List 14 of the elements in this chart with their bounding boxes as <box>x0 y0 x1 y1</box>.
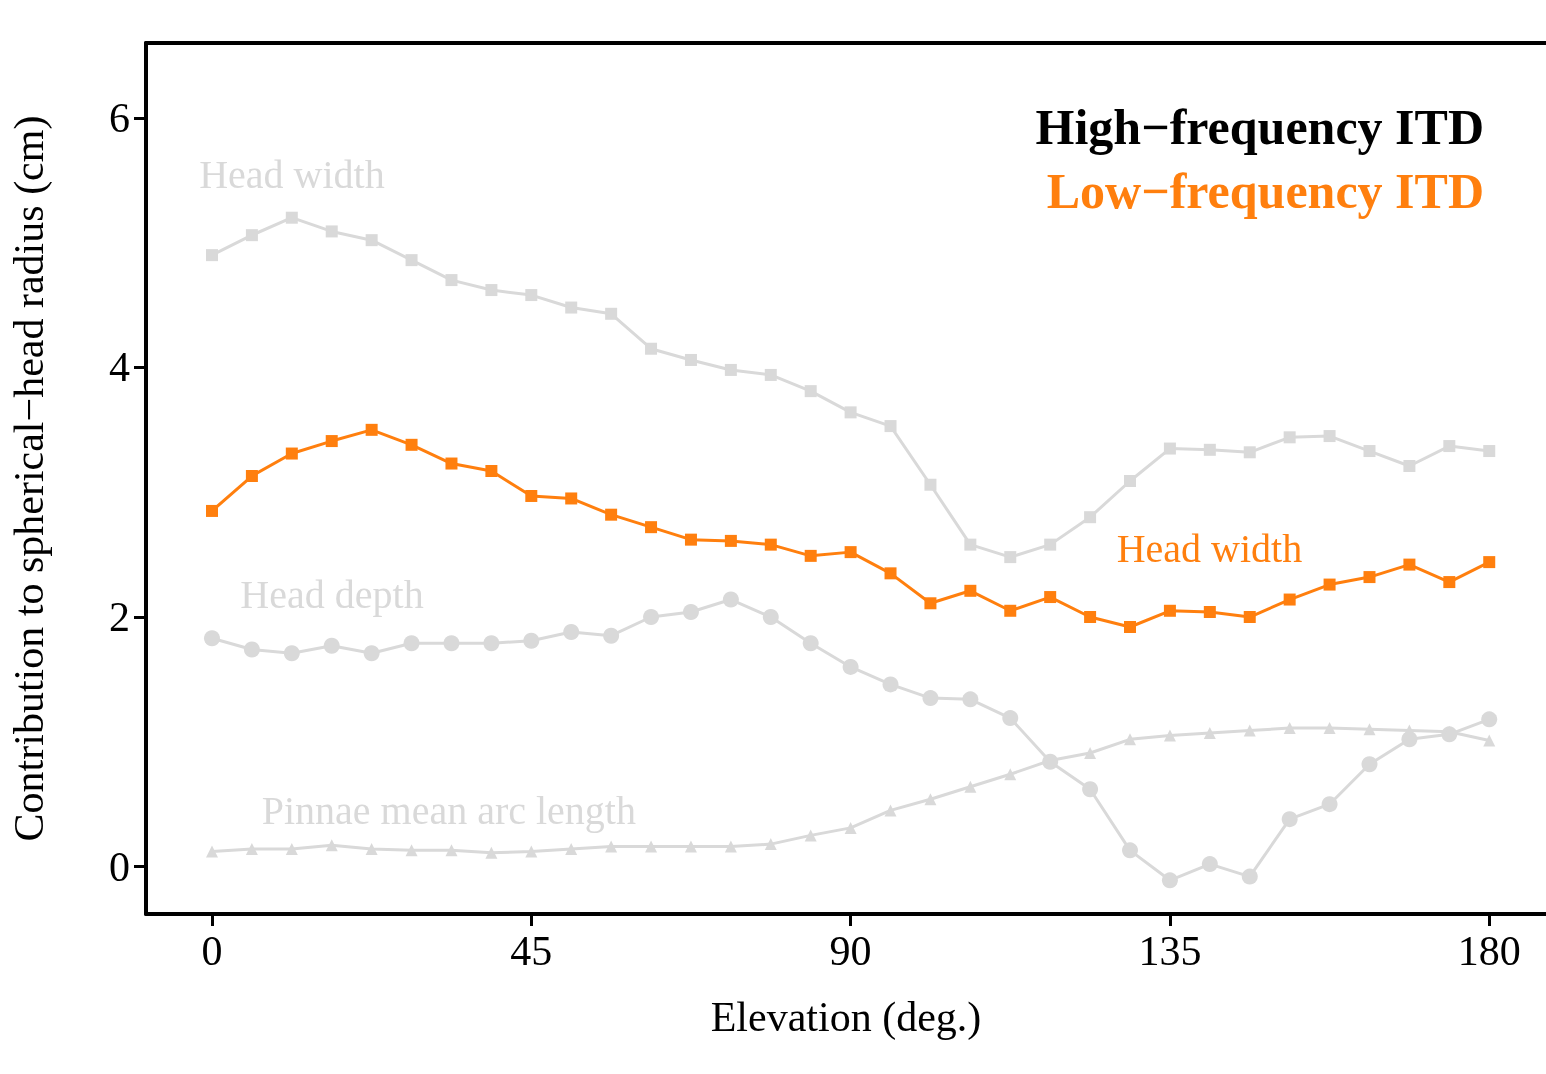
annotation: High−frequency ITD <box>1035 99 1484 155</box>
x-tick-label: 90 <box>829 928 872 974</box>
y-tick-label: 4 <box>109 344 130 391</box>
x-tick-label: 180 <box>1457 928 1521 974</box>
x-tick-label: 0 <box>201 928 223 974</box>
x-tick-label: 135 <box>1138 928 1202 974</box>
x-tick-label: 45 <box>510 928 553 974</box>
x-axis-title: Elevation (deg.) <box>710 994 982 1041</box>
y-tick-label: 0 <box>109 843 130 890</box>
y-tick-label: 2 <box>109 594 130 641</box>
y-tick-label: 6 <box>109 94 130 141</box>
series-label: Head width <box>1116 525 1303 571</box>
y-axis-title: Contribution to spherical−head radius (cm) <box>6 115 53 842</box>
annotation: Low−frequency ITD <box>1046 163 1485 219</box>
